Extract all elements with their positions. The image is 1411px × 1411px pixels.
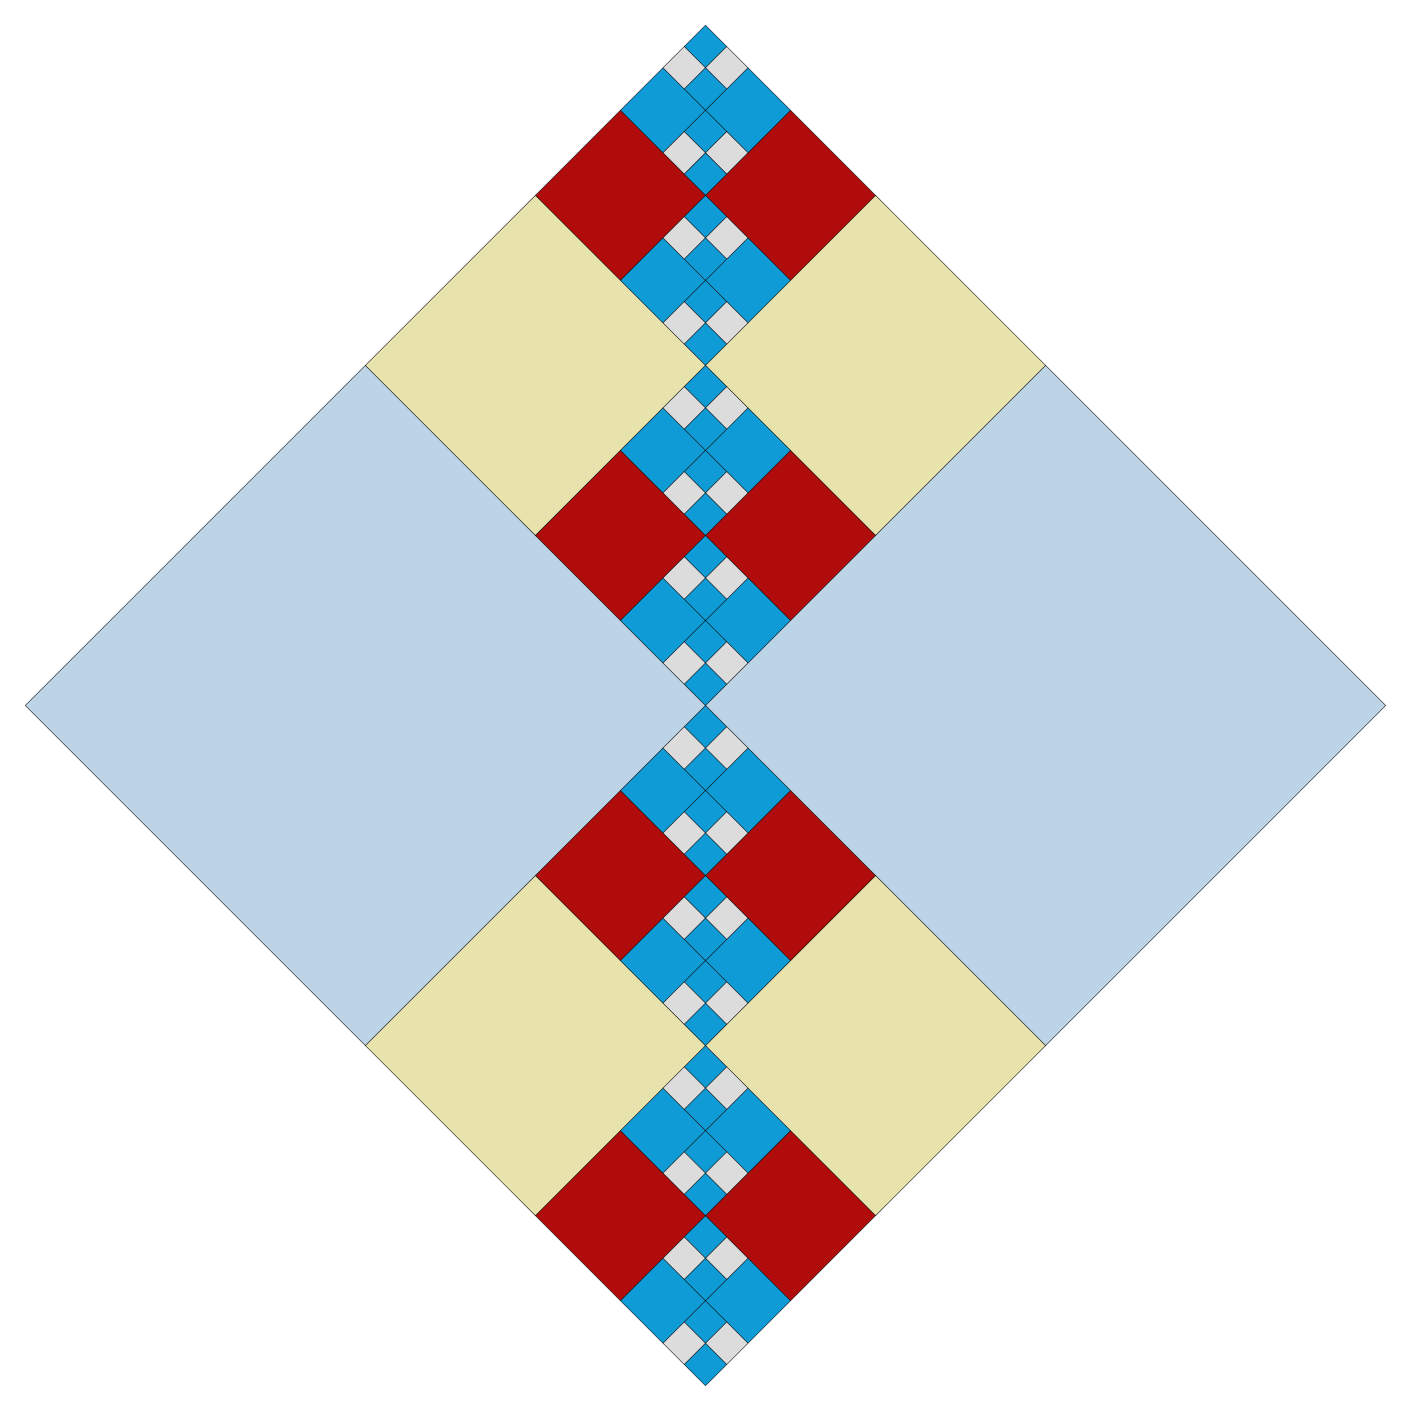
quilt-tile-blue xyxy=(683,492,728,536)
quilt-tile-blue xyxy=(683,577,728,621)
quilt-tile-blue xyxy=(683,917,728,961)
quilt-tile-blue xyxy=(683,407,728,451)
quilt-tile-blue xyxy=(683,322,728,366)
quilt-tile-blue xyxy=(683,152,728,196)
quilt-tile-blue xyxy=(683,1002,728,1047)
quilt-tile-blue xyxy=(683,1257,728,1302)
quilt-tile-blue xyxy=(683,1342,728,1387)
quilt-tile-blue xyxy=(683,67,728,111)
quilt-tile-blue xyxy=(683,1172,728,1217)
quilt-tile-blue xyxy=(683,237,728,281)
quilt-tile-blue xyxy=(683,747,728,791)
quilt-tile-blue xyxy=(683,832,728,876)
quilt-diamond xyxy=(24,24,1387,1387)
quilt-tile-blue xyxy=(683,1087,728,1132)
quilt-tile-blue xyxy=(683,662,728,706)
